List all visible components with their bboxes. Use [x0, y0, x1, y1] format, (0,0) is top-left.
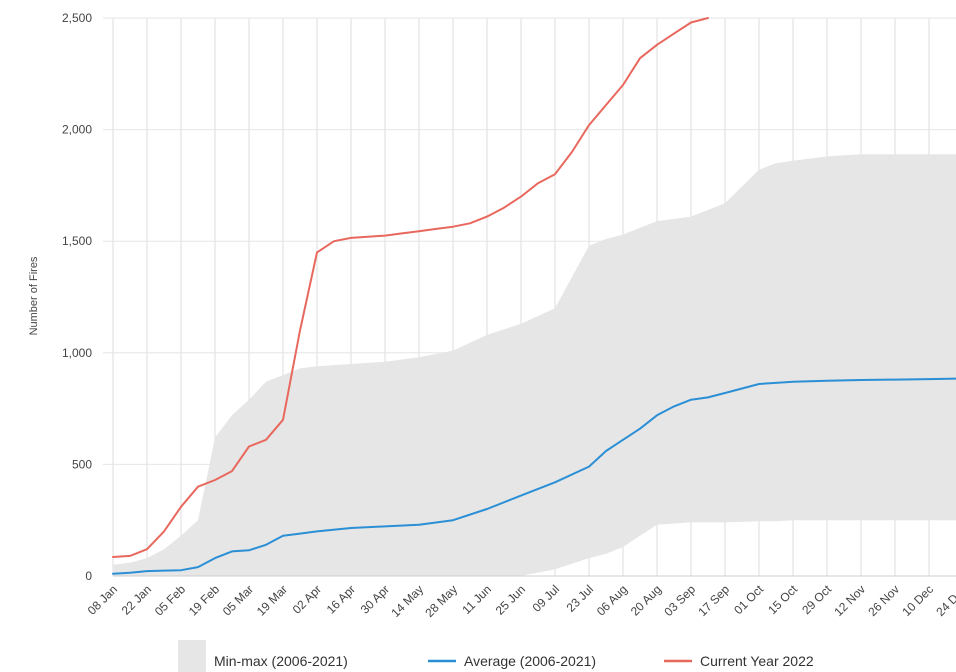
x-tick-label: 20 Aug	[628, 582, 664, 618]
current-year-line	[112, 17, 709, 558]
min-max-band-layer	[113, 154, 956, 576]
x-tick-label: 06 Aug	[594, 582, 630, 618]
x-tick-label: 24 Dec	[933, 582, 956, 619]
legend-label: Current Year 2022	[700, 653, 814, 669]
x-tick-label: 19 Mar	[254, 582, 290, 618]
x-tick-label: 16 Apr	[324, 582, 358, 616]
x-tick-label: 10 Dec	[899, 582, 936, 619]
y-tick-label: 2,500	[62, 11, 92, 25]
x-tick-label: 09 Jul	[530, 582, 563, 615]
x-tick-label: 08 Jan	[85, 582, 120, 617]
x-tick-label: 12 Nov	[831, 582, 868, 619]
legend-label: Average (2006-2021)	[464, 653, 596, 669]
x-tick-label: 02 Apr	[290, 582, 324, 616]
x-tick-label: 30 Apr	[358, 582, 392, 616]
y-tick-label: 1,500	[62, 234, 92, 248]
y-tick-label: 500	[72, 457, 92, 471]
x-tick-label: 11 Jun	[459, 582, 494, 617]
x-tick-label: 14 May	[388, 582, 426, 620]
series-lines-layer	[112, 17, 956, 575]
x-tick-label: 05 Feb	[152, 582, 189, 619]
x-tick-label: 03 Sep	[661, 582, 698, 619]
x-tick-label: 28 May	[422, 582, 460, 620]
legend: Min-max (2006-2021) Average (2006-2021) Cu…	[178, 640, 814, 672]
y-tick-label: 2,000	[62, 123, 92, 137]
y-axis-title: Number of Fires	[28, 256, 40, 335]
y-tick-label: 0	[85, 569, 92, 583]
x-tick-label: 17 Sep	[695, 582, 732, 619]
x-tick-label: 05 Mar	[220, 582, 256, 618]
legend-swatch-minmax	[178, 640, 206, 672]
x-tick-label: 26 Nov	[865, 582, 902, 619]
x-tick-label: 23 Jul	[564, 582, 597, 615]
min-max-band	[113, 154, 956, 576]
y-tick-label: 1,000	[62, 346, 92, 360]
x-tick-label: 15 Oct	[765, 582, 800, 617]
x-tick-label: 22 Jan	[119, 582, 154, 617]
x-tick-label: 29 Oct	[799, 582, 834, 617]
legend-label: Min-max (2006-2021)	[214, 653, 348, 669]
x-tick-label: 19 Feb	[186, 582, 223, 619]
average-line	[112, 377, 956, 575]
y-tick-labels: 0 500 1,000 1,500 2,000 2,500	[62, 11, 92, 583]
x-tick-label: 01 Oct	[731, 582, 766, 617]
x-tick-label: 25 Jun	[493, 582, 528, 617]
